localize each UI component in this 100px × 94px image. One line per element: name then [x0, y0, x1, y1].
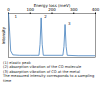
svg-text:3: 3 [68, 21, 71, 26]
svg-text:400: 400 [92, 7, 100, 12]
html-text:(3) absorption vibration of CO: (3) absorption vibration of CO at the me… [3, 69, 80, 74]
svg-text:1: 1 [15, 14, 18, 19]
svg-text:300: 300 [70, 7, 78, 12]
svg-text:Energy loss (meV): Energy loss (meV) [34, 3, 71, 8]
html-text:(1) elastic peak: (1) elastic peak [3, 61, 31, 65]
svg-text:Intensity: Intensity [1, 26, 6, 44]
svg-text:2: 2 [44, 14, 47, 19]
html-text:(2) absorption vibration of th: (2) absorption vibration of the CO molec… [3, 65, 82, 70]
svg-text:200: 200 [48, 7, 56, 12]
html-text:The measured intensity corresp: The measured intensity corresponds to a … [3, 74, 95, 83]
svg-text:100: 100 [26, 7, 35, 12]
svg-text:0: 0 [7, 7, 10, 12]
